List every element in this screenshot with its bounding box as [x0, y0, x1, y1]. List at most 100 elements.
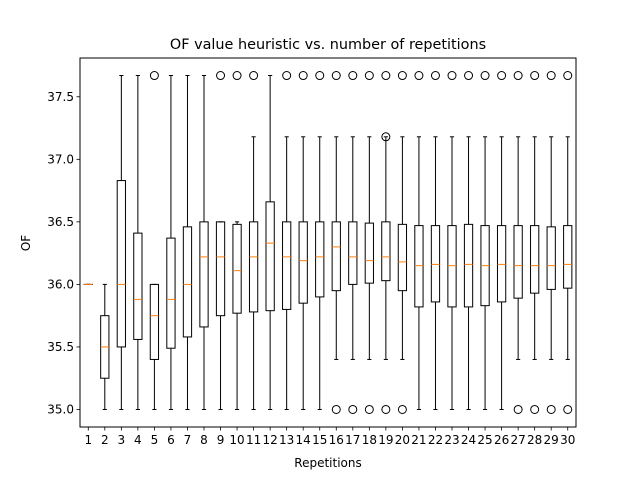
x-tick-label: 1 [84, 433, 92, 447]
x-tick-label: 30 [560, 433, 575, 447]
outlier-point [331, 404, 341, 414]
outlier-point [216, 71, 226, 81]
outlier-point [364, 71, 374, 81]
y-tick-label: 35.5 [47, 340, 74, 354]
iqr-box [215, 221, 226, 317]
x-tick-label: 27 [510, 433, 525, 447]
iqr-box [282, 221, 292, 310]
x-tick-label: 4 [134, 433, 142, 447]
iqr-box [199, 221, 209, 328]
chart-title: OF value heuristic vs. number of repetit… [170, 37, 486, 53]
x-tick-label: 28 [527, 433, 542, 447]
outlier-point [563, 404, 573, 414]
x-tick-label: 11 [246, 433, 261, 447]
outlier-point [381, 404, 391, 414]
iqr-box [348, 221, 358, 285]
outlier-point [497, 71, 507, 81]
iqr-box [397, 223, 408, 292]
outlier-point [331, 71, 341, 81]
outlier-point [364, 404, 374, 414]
iqr-box [414, 225, 424, 308]
iqr-box [513, 225, 523, 299]
y-tick-label: 35.0 [47, 402, 74, 416]
x-tick-label: 5 [151, 433, 159, 447]
x-tick-label: 2 [101, 433, 109, 447]
iqr-box [232, 223, 242, 314]
iqr-box [496, 225, 507, 303]
x-tick-label: 12 [262, 433, 277, 447]
y-tick-label: 36.5 [47, 215, 74, 229]
x-tick-label: 9 [217, 433, 225, 447]
iqr-box [133, 232, 143, 340]
iqr-box [116, 180, 126, 348]
iqr-box [364, 222, 374, 284]
plot-area: 35.035.536.036.537.037.51 2 3 4 5 6 7 8 9 10 11 12 1… [47, 71, 575, 447]
x-tick-label: 26 [494, 433, 509, 447]
x-tick-label: 22 [428, 433, 443, 447]
outlier-point [546, 71, 556, 81]
iqr-box [430, 225, 441, 303]
outlier-point [513, 71, 523, 81]
iqr-box [563, 225, 573, 289]
x-tick-label: 20 [395, 433, 410, 447]
x-tick-label: 3 [118, 433, 126, 447]
y-axis-label: OF [19, 235, 33, 251]
x-tick-label: 14 [296, 433, 311, 447]
iqr-box [166, 237, 176, 349]
outlier-point [381, 71, 391, 81]
iqr-box [265, 201, 275, 312]
y-tick-label: 37.5 [47, 90, 74, 104]
x-tick-label: 21 [411, 433, 426, 447]
iqr-box [463, 223, 474, 308]
outlier-point [397, 404, 407, 414]
x-tick-label: 24 [461, 433, 476, 447]
outlier-point [282, 71, 292, 81]
outlier-point [530, 71, 540, 81]
x-tick-label: 17 [345, 433, 360, 447]
x-tick-label: 23 [444, 433, 459, 447]
iqr-box [331, 221, 341, 292]
iqr-box [447, 225, 457, 308]
outlier-point [298, 71, 308, 81]
x-tick-label: 19 [378, 433, 393, 447]
outlier-point [397, 71, 407, 81]
outlier-point [447, 71, 457, 81]
outlier-point [315, 71, 325, 81]
x-tick-label: 7 [184, 433, 192, 447]
outlier-point [249, 71, 259, 81]
outlier-point [480, 71, 490, 81]
x-tick-label: 25 [477, 433, 492, 447]
outlier-point [546, 404, 556, 414]
y-tick-label: 36.0 [47, 277, 74, 291]
x-tick-label: 18 [362, 433, 377, 447]
outlier-point [381, 132, 391, 142]
iqr-box [530, 225, 540, 294]
x-tick-label: 13 [279, 433, 294, 447]
iqr-box [546, 226, 556, 290]
iqr-box [182, 226, 193, 338]
x-tick-label: 10 [229, 433, 244, 447]
iqr-box [248, 221, 259, 313]
outlier-point [563, 71, 573, 81]
x-tick-label: 16 [329, 433, 344, 447]
x-tick-label: 29 [544, 433, 559, 447]
outlier-point [513, 404, 523, 414]
outlier-point [232, 71, 242, 81]
x-axis-label: Repetitions [294, 456, 361, 470]
outlier-point [348, 71, 358, 81]
outlier-point [414, 71, 424, 81]
iqr-box [149, 283, 160, 360]
outlier-point [348, 404, 358, 414]
iqr-box [315, 221, 325, 298]
axes-frame [79, 57, 577, 428]
outlier-point [530, 404, 540, 414]
outlier-point [464, 71, 474, 81]
x-tick-label: 15 [312, 433, 327, 447]
y-tick-label: 37.0 [47, 152, 74, 166]
outlier-point [430, 71, 440, 81]
iqr-box [298, 221, 308, 304]
outlier-point [149, 71, 159, 81]
x-tick-label: 8 [200, 433, 208, 447]
iqr-box [381, 221, 391, 282]
